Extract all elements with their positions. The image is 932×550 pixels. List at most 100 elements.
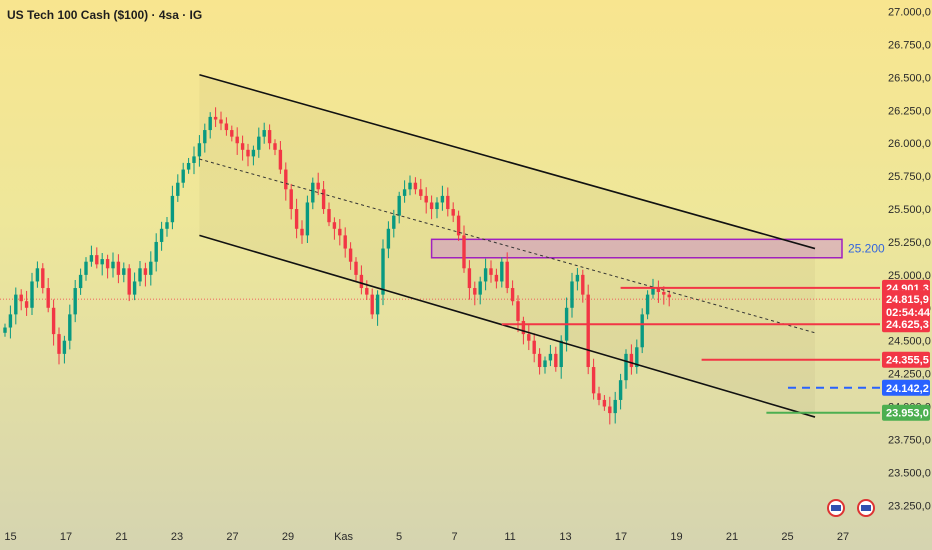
event-flag-icon-inner — [861, 505, 871, 511]
candle-body — [294, 209, 299, 229]
x-tick-label: Kas — [334, 531, 353, 543]
candle-body — [284, 169, 288, 190]
candle-body — [289, 189, 293, 210]
level-2-tag — [882, 351, 930, 368]
candle-body — [478, 281, 482, 295]
candle-body — [397, 195, 401, 216]
x-tick-label: 17 — [615, 531, 627, 543]
candle-body — [602, 399, 607, 407]
candle-body — [494, 274, 499, 282]
y-tick-label: 26.750,0 — [888, 39, 931, 51]
candle-body — [181, 169, 185, 183]
x-tick-label: 17 — [60, 531, 72, 543]
x-tick-label: 13 — [559, 531, 571, 543]
candle-body — [543, 360, 547, 368]
candle-body — [581, 274, 585, 295]
candle-body — [78, 274, 83, 289]
candle-body — [176, 182, 180, 196]
current-price-tag — [882, 290, 930, 321]
candle-body — [527, 334, 531, 341]
candle-body — [300, 228, 304, 236]
y-tick-label: 26.500,0 — [888, 72, 931, 84]
channel-upper-line[interactable] — [199, 74, 816, 250]
candle-body — [408, 182, 412, 190]
candle-body — [3, 327, 7, 333]
candle-body — [624, 353, 628, 381]
level-4-tag-text: 23.953,0 — [886, 408, 929, 420]
candle-body — [483, 268, 488, 282]
channel-lower-line[interactable] — [199, 234, 816, 418]
candle-body — [451, 209, 455, 216]
candle-body — [192, 156, 196, 163]
candle-body — [570, 281, 574, 308]
candle-body — [89, 255, 94, 262]
candle-body — [516, 301, 520, 321]
candle-body — [57, 334, 61, 354]
candle-body — [435, 202, 439, 210]
candle-body — [14, 294, 18, 315]
event-flag-icon-inner — [831, 505, 841, 511]
candle-body — [154, 241, 158, 262]
x-tick-label: 23 — [171, 531, 183, 543]
candle-body — [608, 406, 612, 414]
candle-body — [159, 228, 164, 242]
candle-body — [575, 274, 580, 282]
candle-body — [278, 149, 283, 170]
candle-body — [240, 143, 245, 150]
candle-body — [219, 119, 223, 124]
candle-body — [467, 268, 472, 289]
x-tick-label: 27 — [837, 531, 849, 543]
y-tick-label: 24.250,0 — [888, 369, 931, 381]
candle-body — [429, 202, 434, 210]
candle-body — [116, 261, 121, 275]
candle-body — [338, 228, 342, 236]
candle-body — [489, 268, 493, 275]
x-tick-label: 21 — [726, 531, 738, 543]
candle-body — [510, 288, 515, 302]
candle-body — [149, 261, 153, 275]
candle-body — [419, 189, 423, 196]
candle-body — [251, 149, 256, 157]
candle-body — [208, 116, 212, 131]
candle-body — [165, 222, 169, 229]
candle-body — [500, 261, 504, 282]
level-1-tag — [882, 316, 930, 333]
candle-body — [456, 215, 461, 236]
x-tick-label: 27 — [226, 531, 238, 543]
current-price-value: 24.815,9 — [886, 294, 929, 306]
y-tick-label: 23.250,0 — [888, 500, 931, 512]
y-tick-label: 23.750,0 — [888, 434, 931, 446]
level-3-tag — [882, 379, 930, 396]
level-1-tag-text: 24.625,3 — [886, 319, 929, 331]
y-tick-label: 25.750,0 — [888, 171, 931, 183]
candle-body — [532, 340, 536, 354]
candle-body — [68, 314, 72, 341]
y-tick-label: 23.500,0 — [888, 467, 931, 479]
candle-body — [257, 136, 261, 150]
candle-body — [521, 320, 526, 335]
candle-body — [62, 340, 67, 354]
candle-body — [46, 288, 50, 308]
candle-body — [559, 340, 563, 368]
candle-body — [273, 143, 277, 150]
y-tick-label: 27.000,0 — [888, 7, 931, 19]
candle-body — [554, 353, 558, 368]
candle-body — [327, 209, 331, 223]
candle-body — [586, 294, 590, 368]
candle-body — [462, 235, 466, 269]
candle-body — [370, 294, 374, 315]
y-tick-label: 25.250,0 — [888, 237, 931, 249]
candle-body — [332, 222, 337, 229]
resistance-zone-label: 25.200 — [848, 242, 885, 256]
level-2-tag-text: 24.355,5 — [886, 355, 929, 367]
chart-title: US Tech 100 Cash ($100) · 4sa · IG — [7, 8, 203, 22]
x-tick-label: 19 — [670, 531, 682, 543]
y-tick-label: 24.500,0 — [888, 336, 931, 348]
x-tick-label: 25 — [781, 531, 793, 543]
candle-body — [392, 215, 396, 229]
candle-body — [365, 288, 369, 295]
x-tick-label: 11 — [504, 531, 515, 543]
candle-body — [656, 288, 661, 292]
